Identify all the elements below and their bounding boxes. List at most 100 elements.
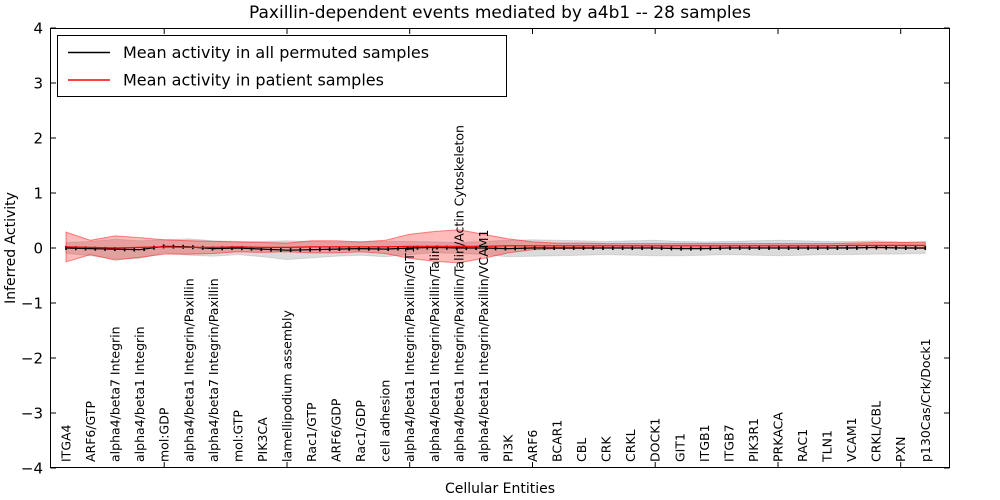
marker-dash bbox=[807, 246, 809, 250]
marker-dash bbox=[504, 246, 507, 251]
marker-dash bbox=[797, 246, 800, 250]
marker-dash bbox=[846, 246, 848, 250]
x-tick-label: CBL bbox=[574, 438, 589, 462]
x-tick-label: RAC1 bbox=[795, 429, 810, 462]
marker-dash bbox=[836, 246, 839, 250]
marker-dash bbox=[719, 246, 721, 251]
marker-dash bbox=[94, 246, 97, 251]
marker-dash bbox=[416, 245, 419, 250]
marker-dash bbox=[524, 246, 526, 251]
marker-dash bbox=[280, 247, 282, 252]
x-tick-label: alpha4/beta1 Integrin bbox=[132, 326, 147, 462]
marker-dash bbox=[817, 246, 819, 250]
marker-dash bbox=[250, 246, 253, 251]
marker-dash bbox=[738, 246, 741, 250]
x-tick-label: PRKACA bbox=[771, 412, 786, 462]
marker-dash bbox=[485, 246, 487, 251]
marker-dash bbox=[543, 246, 546, 250]
y-axis-label: Inferred Activity bbox=[3, 192, 19, 304]
marker-dash bbox=[358, 246, 360, 251]
marker-dash bbox=[729, 246, 731, 250]
x-tick-label: alpha4/beta1 Integrin/Paxillin/GIT1 bbox=[402, 245, 417, 462]
marker-dash bbox=[514, 246, 516, 251]
marker-dash bbox=[563, 246, 565, 250]
marker-dash bbox=[211, 246, 214, 251]
marker-dash bbox=[865, 245, 868, 250]
x-tick-label: PI3K bbox=[500, 434, 515, 462]
x-tick-label: alpha4/beta1 Integrin/Paxillin bbox=[181, 278, 196, 462]
axis-tick-layer bbox=[50, 27, 950, 469]
marker-dash bbox=[348, 246, 350, 251]
marker-dash bbox=[768, 246, 770, 250]
marker-dash bbox=[367, 246, 370, 251]
marker-dash bbox=[143, 247, 145, 252]
marker-dash bbox=[65, 246, 67, 250]
marker-dash bbox=[494, 246, 497, 251]
marker-dash bbox=[436, 245, 438, 250]
marker-dash bbox=[904, 246, 907, 250]
marker-dash bbox=[826, 246, 829, 250]
marker-dash bbox=[231, 246, 233, 251]
chart-title: Paxillin-dependent events mediated by a4… bbox=[249, 3, 751, 23]
x-tick-label: alpha4/beta1 Integrin/Paxillin/Talin/Act… bbox=[451, 125, 466, 462]
legend: Mean activity in all permuted samples Me… bbox=[57, 35, 507, 97]
legend-label-permuted: Mean activity in all permuted samples bbox=[123, 43, 429, 62]
x-tick-label: lamellipodium assembly bbox=[280, 310, 295, 462]
marker-dash bbox=[397, 246, 399, 251]
marker-dash bbox=[895, 245, 897, 250]
marker-dash bbox=[612, 246, 614, 250]
marker-dash bbox=[260, 247, 263, 252]
marker-dash bbox=[621, 246, 624, 250]
x-tick-label-layer: ITGA4 ARF6/GTP alpha4/beta7 Integrin alpha4… bbox=[59, 125, 933, 463]
marker-dash bbox=[651, 246, 653, 250]
marker-dash bbox=[465, 246, 468, 250]
x-tick-label: DOCK1 bbox=[648, 418, 663, 462]
marker-dash bbox=[572, 246, 575, 250]
x-tick-label: TLN1 bbox=[820, 430, 835, 463]
x-tick-label: alpha4/beta1 Integrin/Paxillin/VCAM1 bbox=[476, 230, 491, 462]
x-tick-label: mol:GDP bbox=[157, 407, 172, 462]
marker-dash bbox=[319, 247, 321, 252]
x-tick-label: PXN bbox=[893, 437, 908, 462]
y-tick-label: −1 bbox=[21, 295, 43, 313]
marker-dash bbox=[856, 245, 858, 250]
x-tick-label: Rac1/GTP bbox=[304, 402, 319, 462]
x-tick-label: alpha4/beta7 Integrin bbox=[108, 326, 123, 462]
y-tick-label: −4 bbox=[21, 460, 43, 478]
marker-dash bbox=[104, 246, 106, 251]
x-tick-label: ITGB1 bbox=[697, 424, 712, 462]
marker-dash bbox=[680, 246, 682, 251]
marker-dash bbox=[241, 246, 243, 251]
marker-dash bbox=[123, 247, 126, 252]
marker-dash bbox=[875, 245, 878, 250]
x-tick-label: ARF6 bbox=[525, 430, 540, 462]
marker-dash bbox=[924, 246, 927, 250]
x-axis-label: Cellular Entities bbox=[445, 481, 555, 497]
marker-dash bbox=[221, 246, 223, 251]
x-tick-label: PIK3CA bbox=[255, 417, 270, 462]
marker-dash bbox=[446, 245, 448, 250]
marker-dash bbox=[328, 247, 331, 252]
x-tick-label: VCAM1 bbox=[844, 417, 859, 462]
marker-dash bbox=[709, 246, 712, 251]
x-tick-label: mol:GTP bbox=[230, 410, 245, 462]
y-tick-label: 1 bbox=[33, 185, 43, 203]
marker-dash bbox=[690, 246, 692, 251]
x-tick-label: Rac1/GDP bbox=[353, 400, 368, 462]
marker-dash bbox=[631, 246, 634, 250]
marker-dash bbox=[748, 246, 751, 250]
marker-dash bbox=[885, 245, 887, 250]
y-tick-label: 3 bbox=[33, 75, 43, 93]
x-tick-label: cell adhesion bbox=[378, 380, 393, 462]
marker-dash bbox=[387, 247, 389, 251]
marker-dash bbox=[309, 247, 311, 252]
marker-dash bbox=[426, 245, 429, 250]
marker-dash bbox=[582, 246, 585, 250]
x-tick-label: ITGB7 bbox=[721, 424, 736, 462]
patient-mean-line bbox=[65, 244, 926, 249]
marker-dash bbox=[641, 246, 643, 250]
marker-dash bbox=[406, 246, 409, 251]
x-tick-label: PIK3R1 bbox=[746, 418, 761, 462]
marker-dash bbox=[475, 246, 477, 250]
marker-dash bbox=[699, 246, 702, 251]
